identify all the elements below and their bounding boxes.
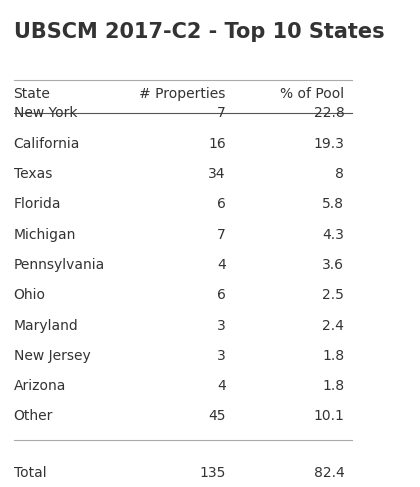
Text: New Jersey: New Jersey bbox=[13, 349, 90, 363]
Text: 135: 135 bbox=[200, 466, 226, 480]
Text: New York: New York bbox=[13, 106, 77, 120]
Text: 7: 7 bbox=[217, 227, 226, 242]
Text: 82.4: 82.4 bbox=[314, 466, 344, 480]
Text: Ohio: Ohio bbox=[13, 288, 45, 302]
Text: 34: 34 bbox=[208, 167, 226, 181]
Text: 16: 16 bbox=[208, 136, 226, 150]
Text: Michigan: Michigan bbox=[13, 227, 76, 242]
Text: 5.8: 5.8 bbox=[323, 197, 344, 211]
Text: % of Pool: % of Pool bbox=[280, 87, 344, 101]
Text: UBSCM 2017-C2 - Top 10 States: UBSCM 2017-C2 - Top 10 States bbox=[13, 22, 384, 42]
Text: State: State bbox=[13, 87, 50, 101]
Text: Other: Other bbox=[13, 410, 53, 424]
Text: 4: 4 bbox=[217, 258, 226, 272]
Text: 1.8: 1.8 bbox=[322, 349, 344, 363]
Text: 1.8: 1.8 bbox=[322, 379, 344, 393]
Text: 8: 8 bbox=[336, 167, 344, 181]
Text: 3: 3 bbox=[217, 349, 226, 363]
Text: 3.6: 3.6 bbox=[323, 258, 344, 272]
Text: 22.8: 22.8 bbox=[314, 106, 344, 120]
Text: 4.3: 4.3 bbox=[323, 227, 344, 242]
Text: California: California bbox=[13, 136, 80, 150]
Text: 10.1: 10.1 bbox=[313, 410, 344, 424]
Text: Florida: Florida bbox=[13, 197, 61, 211]
Text: 19.3: 19.3 bbox=[313, 136, 344, 150]
Text: # Properties: # Properties bbox=[139, 87, 226, 101]
Text: 2.4: 2.4 bbox=[323, 318, 344, 333]
Text: 6: 6 bbox=[217, 197, 226, 211]
Text: 2.5: 2.5 bbox=[323, 288, 344, 302]
Text: Pennsylvania: Pennsylvania bbox=[13, 258, 105, 272]
Text: Total: Total bbox=[13, 466, 46, 480]
Text: Arizona: Arizona bbox=[13, 379, 66, 393]
Text: 6: 6 bbox=[217, 288, 226, 302]
Text: Maryland: Maryland bbox=[13, 318, 78, 333]
Text: 4: 4 bbox=[217, 379, 226, 393]
Text: 3: 3 bbox=[217, 318, 226, 333]
Text: 45: 45 bbox=[208, 410, 226, 424]
Text: 7: 7 bbox=[217, 106, 226, 120]
Text: Texas: Texas bbox=[13, 167, 52, 181]
